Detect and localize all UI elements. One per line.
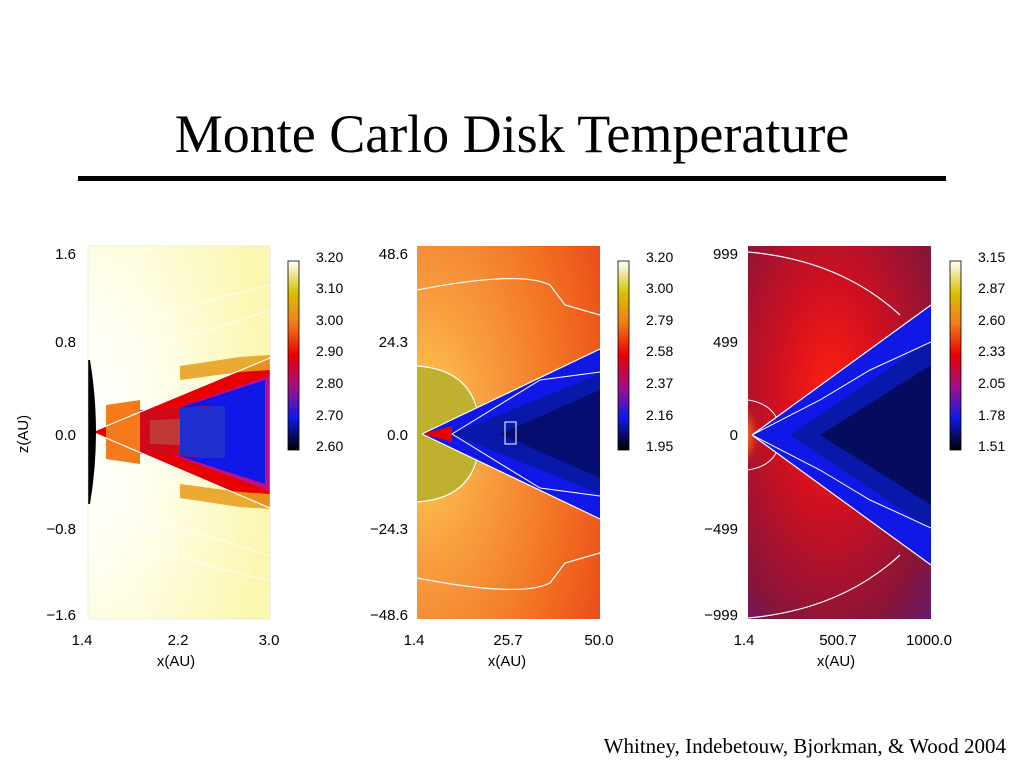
colorbar-1 [287,260,300,451]
colorbar-tick-label: 1.78 [978,407,1005,423]
colorbar-tick-label: 3.00 [316,312,343,328]
colorbar-tick-label: 1.95 [646,438,673,454]
x-tick-label: 3.0 [259,632,280,649]
x-tick-label: 2.2 [168,632,189,649]
y-tick-labels-3: 999 499 0 −499 −999 [704,246,738,624]
colorbar-tick-label: 2.05 [978,375,1005,391]
colorbar-tick-label: 2.90 [316,343,343,359]
heatmap-image-1 [88,246,270,619]
colorbar-tick-label: 3.20 [316,249,343,265]
y-tick-label: 24.3 [379,334,408,351]
colorbar-tick-label: 3.20 [646,249,673,265]
colorbar-tick-label: 1.51 [978,438,1005,454]
y-tick-label: 0.0 [55,427,76,444]
x-tick-labels-2: 1.4 25.7 50.0 [404,632,614,649]
heatmap-image-3 [748,246,931,619]
temperature-panel-outer: 999 499 0 −499 −999 1.4 500.7 1000.0 x(A… [670,230,1015,680]
x-tick-label: 1000.0 [906,632,952,649]
x-axis-label-3: x(AU) [817,653,855,670]
y-tick-label: 1.6 [55,246,76,263]
colorbar-tick-label: 2.33 [978,343,1005,359]
colorbar-tick-label: 2.80 [316,375,343,391]
citation: Whitney, Indebetouw, Bjorkman, & Wood 20… [603,734,1006,758]
colorbar-tick-label: 2.37 [646,375,673,391]
colorbar-tick-label: 2.60 [978,312,1005,328]
title-underline [78,176,946,181]
colorbar-tick-label: 2.87 [978,280,1005,296]
x-axis-label-2: x(AU) [488,653,526,670]
colorbar-tick-labels-1: 3.20 3.10 3.00 2.90 2.80 2.70 2.60 [316,249,343,454]
y-tick-label: 0.8 [55,334,76,351]
y-tick-label: 0.0 [387,427,408,444]
temperature-panel-inner: 1.6 0.8 0.0 −0.8 −1.6 z(AU) 1.4 2.2 3.0 … [10,230,355,680]
y-tick-label: −48.6 [370,607,408,624]
temperature-panel-middle: 48.6 24.3 0.0 −24.3 −48.6 1.4 25.7 50.0 … [340,230,685,680]
x-tick-labels-3: 1.4 500.7 1000.0 [734,632,952,649]
x-tick-label: 50.0 [584,632,613,649]
colorbar-tick-label: 2.16 [646,407,673,423]
x-tick-label: 500.7 [819,632,857,649]
y-axis-label-1: z(AU) [15,415,32,453]
x-tick-label: 1.4 [734,632,755,649]
slide-title: Monte Carlo Disk Temperature [174,104,850,164]
x-axis-label-1: x(AU) [157,653,195,670]
x-tick-label: 25.7 [493,632,522,649]
x-tick-labels-1: 1.4 2.2 3.0 [72,632,280,649]
colorbar-tick-label: 2.58 [646,343,673,359]
y-tick-labels-2: 48.6 24.3 0.0 −24.3 −48.6 [370,246,408,624]
colorbar-2 [617,260,630,451]
colorbar-tick-label: 2.79 [646,312,673,328]
y-tick-label: 48.6 [379,246,408,263]
colorbar-3 [949,260,962,451]
heatmap-image-2 [417,246,600,619]
x-tick-label: 1.4 [72,632,93,649]
y-tick-labels-1: 1.6 0.8 0.0 −0.8 −1.6 [46,246,76,624]
y-tick-label: −24.3 [370,521,408,538]
colorbar-tick-label: 2.70 [316,407,343,423]
colorbar-tick-labels-3: 3.15 2.87 2.60 2.33 2.05 1.78 1.51 [978,249,1005,454]
y-tick-label: −999 [704,607,738,624]
y-tick-label: 499 [713,334,738,351]
colorbar-tick-label: 2.60 [316,438,343,454]
colorbar-tick-label: 3.15 [978,249,1005,265]
y-tick-label: −0.8 [46,521,76,538]
colorbar-tick-label: 3.10 [316,280,343,296]
x-tick-label: 1.4 [404,632,425,649]
y-tick-label: 0 [730,427,738,444]
star-edge-1 [88,360,96,504]
y-tick-label: −1.6 [46,607,76,624]
colorbar-tick-labels-2: 3.20 3.00 2.79 2.58 2.37 2.16 1.95 [646,249,673,454]
colorbar-tick-label: 3.00 [646,280,673,296]
y-tick-label: −499 [704,521,738,538]
y-tick-label: 999 [713,246,738,263]
